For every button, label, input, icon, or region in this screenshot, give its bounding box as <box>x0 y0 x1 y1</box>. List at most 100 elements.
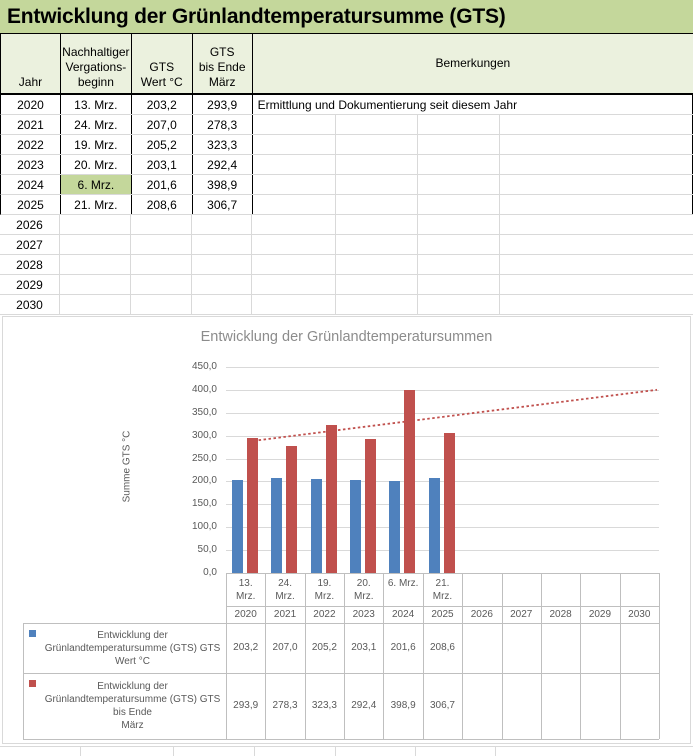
bemerkung-subcell[interactable] <box>336 215 418 234</box>
bar-gts-wert[interactable] <box>310 479 322 573</box>
bemerkung-subcell[interactable] <box>500 255 693 274</box>
jahr-cell[interactable]: 2024 <box>1 175 61 194</box>
bemerkung-subcell[interactable] <box>336 175 419 194</box>
gts-ende-cell[interactable] <box>192 255 252 274</box>
jahr-cell[interactable]: 2021 <box>1 115 61 134</box>
gts-wert-cell[interactable] <box>131 255 192 274</box>
gts-ende-cell[interactable]: 306,7 <box>193 195 253 214</box>
bemerkung-subcell[interactable] <box>252 255 336 274</box>
vegetationsbeginn-cell[interactable] <box>60 215 131 234</box>
jahr-cell[interactable]: 2022 <box>1 135 61 154</box>
jahr-cell[interactable]: 2026 <box>0 215 60 234</box>
vegetationsbeginn-cell[interactable] <box>60 275 131 294</box>
gts-ende-cell[interactable] <box>192 275 252 294</box>
vegetationsbeginn-cell[interactable] <box>60 235 131 254</box>
jahr-cell[interactable]: 2029 <box>0 275 60 294</box>
gts-ende-cell[interactable] <box>192 215 252 234</box>
bar-gts-bis-ende-maerz[interactable] <box>325 425 337 573</box>
bar-gts-bis-ende-maerz[interactable] <box>443 432 455 573</box>
vegetationsbeginn-cell[interactable]: 24. Mrz. <box>61 115 132 134</box>
bemerkung-subcell[interactable] <box>500 215 693 234</box>
bemerkung-subcell[interactable] <box>253 115 337 134</box>
gts-wert-cell[interactable] <box>131 275 192 294</box>
bemerkung-subcell[interactable] <box>418 155 501 174</box>
vegetationsbeginn-cell[interactable] <box>60 255 131 274</box>
bemerkung-subcell[interactable] <box>336 195 419 214</box>
gts-wert-cell[interactable] <box>131 215 192 234</box>
bemerkung-subcell[interactable] <box>500 275 693 294</box>
bar-gts-bis-ende-maerz[interactable] <box>286 445 298 573</box>
bemerkung-subcell[interactable] <box>500 115 693 134</box>
gts-ende-cell[interactable]: 323,3 <box>193 135 253 154</box>
bemerkung-subcell[interactable] <box>253 195 337 214</box>
jahr-cell[interactable]: 2025 <box>1 195 61 214</box>
bemerkung-subcell[interactable] <box>418 195 501 214</box>
bemerkung-subcell[interactable] <box>336 135 419 154</box>
bemerkung-subcell[interactable] <box>253 155 337 174</box>
bemerkung-subcell[interactable] <box>500 235 693 254</box>
bemerkung-subcell[interactable] <box>418 115 501 134</box>
gts-wert-cell[interactable] <box>131 235 192 254</box>
bemerkung-subcell[interactable] <box>418 235 500 254</box>
bemerkung-subcell[interactable] <box>336 275 418 294</box>
bemerkung-subcell[interactable] <box>336 115 419 134</box>
bar-gts-bis-ende-maerz[interactable] <box>404 390 416 573</box>
bar-gts-bis-ende-maerz[interactable] <box>365 439 377 573</box>
bemerkung-subcell[interactable] <box>418 215 500 234</box>
bemerkung-subcell[interactable] <box>500 155 693 174</box>
bemerkung-subcell[interactable] <box>500 195 693 214</box>
gts-chart[interactable]: Entwicklung der Grünlandtemperatursummen… <box>2 316 691 744</box>
jahr-cell[interactable]: 2027 <box>0 235 60 254</box>
bemerkung-subcell[interactable] <box>336 295 418 314</box>
bar-gts-wert[interactable] <box>232 479 243 573</box>
bemerkung-subcell[interactable] <box>252 235 336 254</box>
gts-ende-cell[interactable]: 292,4 <box>193 155 253 174</box>
bar-gts-wert[interactable] <box>389 480 401 573</box>
bemerkung-subcell[interactable] <box>418 135 501 154</box>
vegetationsbeginn-cell[interactable] <box>60 295 131 314</box>
bemerkung-subcell[interactable] <box>418 255 500 274</box>
jahr-cell[interactable]: 2023 <box>1 155 61 174</box>
bemerkung-subcell[interactable] <box>252 275 336 294</box>
header-jahr[interactable]: Jahr <box>1 34 61 93</box>
gts-ende-cell[interactable]: 398,9 <box>193 175 253 194</box>
sheet-title-cell[interactable]: Entwicklung der Grünlandtemperatursumme … <box>0 0 693 34</box>
bar-gts-bis-ende-maerz[interactable] <box>247 438 258 573</box>
bemerkung-subcell[interactable] <box>500 135 693 154</box>
gts-wert-cell[interactable]: 207,0 <box>132 115 193 134</box>
header-gts-bis-ende-maerz[interactable]: GTS bis Ende März <box>193 34 253 93</box>
jahr-cell[interactable]: 2028 <box>0 255 60 274</box>
bemerkung-subcell[interactable] <box>336 255 418 274</box>
bemerkung-subcell[interactable] <box>418 175 501 194</box>
jahr-cell[interactable]: 2030 <box>0 295 60 314</box>
vegetationsbeginn-cell[interactable]: 19. Mrz. <box>61 135 132 154</box>
gts-ende-cell[interactable]: 278,3 <box>193 115 253 134</box>
vegetationsbeginn-cell[interactable]: 6. Mrz. <box>60 175 132 194</box>
bemerkung-subcell[interactable] <box>252 295 336 314</box>
bemerkung-subcell[interactable] <box>252 215 336 234</box>
header-bemerkungen[interactable]: Bemerkungen <box>435 56 511 70</box>
bar-gts-wert[interactable] <box>428 477 440 573</box>
header-gts-wert[interactable]: GTS Wert °C <box>132 34 193 93</box>
bemerkung-subcell[interactable] <box>418 295 500 314</box>
gts-wert-cell[interactable]: 208,6 <box>132 195 193 214</box>
gts-wert-cell[interactable]: 205,2 <box>132 135 193 154</box>
vegetationsbeginn-cell[interactable]: 20. Mrz. <box>61 155 132 174</box>
gts-wert-cell[interactable]: 203,1 <box>132 155 193 174</box>
bemerkung-cell[interactable]: Ermittlung und Dokumentierung seit diese… <box>253 95 693 114</box>
bemerkung-subcell[interactable] <box>500 175 693 194</box>
bemerkung-subcell[interactable] <box>500 295 693 314</box>
gts-ende-cell[interactable]: 293,9 <box>193 95 253 114</box>
bar-gts-wert[interactable] <box>350 480 362 573</box>
gts-wert-cell[interactable]: 201,6 <box>132 175 193 194</box>
gts-wert-cell[interactable]: 203,2 <box>132 95 193 114</box>
vegetationsbeginn-cell[interactable]: 21. Mrz. <box>61 195 132 214</box>
gts-ende-cell[interactable] <box>192 235 252 254</box>
vegetationsbeginn-cell[interactable]: 13. Mrz. <box>61 95 132 114</box>
bemerkung-subcell[interactable] <box>253 175 337 194</box>
bemerkung-subcell[interactable] <box>336 155 419 174</box>
gts-ende-cell[interactable] <box>192 295 252 314</box>
bemerkung-subcell[interactable] <box>336 235 418 254</box>
bemerkung-subcell[interactable] <box>418 275 500 294</box>
jahr-cell[interactable]: 2020 <box>1 95 61 114</box>
